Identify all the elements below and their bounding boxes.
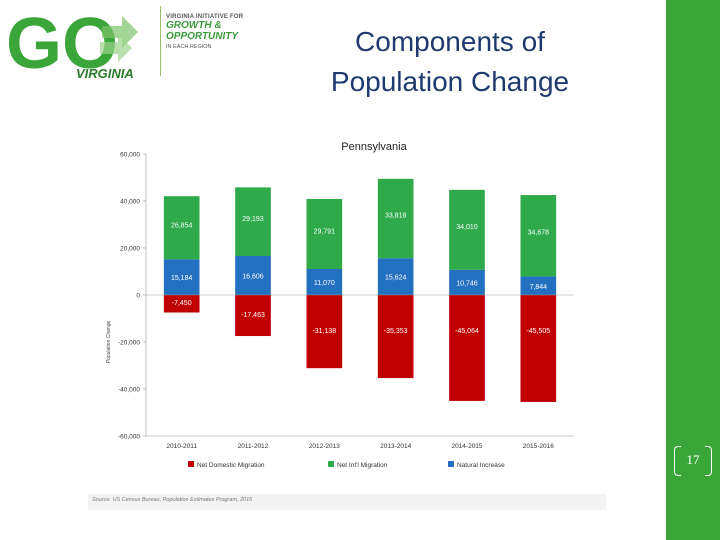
tagline-line3: OPPORTUNITY xyxy=(166,31,239,42)
logo-virginia-text: VIRGINIA xyxy=(76,66,134,81)
data-label-net-intl-migration: 29,791 xyxy=(314,228,336,235)
bar-net-domestic-migration xyxy=(377,295,414,379)
legend-swatch xyxy=(188,461,194,467)
bar-net-intl-migration xyxy=(377,178,414,259)
data-label-net-domestic-migration: -45,064 xyxy=(455,328,479,335)
legend-swatch xyxy=(328,461,334,467)
y-tick-label: -60,000 xyxy=(118,434,140,441)
bar-natural-increase xyxy=(163,259,200,295)
x-tick-label: 2013-2014 xyxy=(380,443,411,450)
slide-title-line2: Population Change xyxy=(330,66,570,97)
chart-y-axis-label: Population Change xyxy=(106,321,112,364)
tagline-line1: VIRGINIA INITIATIVE FOR xyxy=(166,14,244,20)
y-tick-label: 40,000 xyxy=(120,199,140,206)
bar-net-domestic-migration xyxy=(449,295,485,401)
bar-net-domestic-migration xyxy=(235,295,271,337)
legend-label: Net Int'l Migration xyxy=(337,462,388,469)
data-label-natural-increase: 11,070 xyxy=(314,280,335,287)
y-tick-label: 60,000 xyxy=(120,152,140,159)
data-label-net-intl-migration: 34,678 xyxy=(528,230,550,237)
bar-net-intl-migration xyxy=(306,198,343,269)
data-label-net-domestic-migration: -7,450 xyxy=(172,300,192,307)
legend-label: Net Domestic Migration xyxy=(197,462,265,469)
chart-title: Pennsylvania xyxy=(341,141,407,153)
bar-net-intl-migration xyxy=(235,187,271,256)
bar-natural-increase xyxy=(449,269,485,295)
x-tick-label: 2014-2015 xyxy=(451,443,482,450)
tagline-line2: GROWTH & xyxy=(166,20,222,31)
chart-container: Pennsylvania Population Change -7,450 15,… xyxy=(88,132,608,484)
logo-tagline: VIRGINIA INITIATIVE FOR GROWTH & OPPORTU… xyxy=(166,14,276,50)
x-tick-label: 2010-2011 xyxy=(166,443,197,450)
slide-title: Components of Population Change xyxy=(300,22,600,102)
page-number-box: 17 xyxy=(672,444,714,476)
data-label-natural-increase: 10,746 xyxy=(456,280,478,287)
y-tick-label: 0 xyxy=(136,293,140,300)
page-number: 17 xyxy=(686,452,700,467)
go-virginia-logo-graphic: GO VIRGINIA xyxy=(6,4,138,84)
data-label-net-domestic-migration: -45,505 xyxy=(526,328,550,335)
bar-natural-increase xyxy=(377,258,414,295)
data-label-net-intl-migration: 26,854 xyxy=(171,223,193,230)
data-label-natural-increase: 16,606 xyxy=(242,273,264,280)
bar-net-domestic-migration xyxy=(520,295,557,402)
data-label-net-intl-migration: 29,193 xyxy=(242,216,264,223)
slide-title-line1: Components of xyxy=(355,26,545,57)
x-tick-label: 2015-2016 xyxy=(523,443,554,450)
bar-net-intl-migration xyxy=(520,195,557,277)
population-change-chart: Pennsylvania Population Change -7,450 15,… xyxy=(88,132,608,484)
data-label-natural-increase: 15,184 xyxy=(171,275,193,282)
legend-label: Natural Increase xyxy=(457,462,505,469)
bar-natural-increase xyxy=(520,276,557,295)
x-tick-label: 2012-2013 xyxy=(309,443,340,450)
bar-net-domestic-migration xyxy=(163,295,200,313)
source-footnote: Source: US Census Bureau, Population Est… xyxy=(92,497,253,503)
source-footnote-box: Source: US Census Bureau, Population Est… xyxy=(88,494,606,510)
logo-divider xyxy=(160,6,161,76)
bar-natural-increase xyxy=(306,268,343,295)
bar-net-intl-migration xyxy=(163,196,200,260)
y-tick-label: 20,000 xyxy=(120,246,140,253)
x-tick-label: 2011-2012 xyxy=(238,443,269,450)
data-label-net-intl-migration: 34,010 xyxy=(456,224,478,231)
legend-swatch xyxy=(448,461,454,467)
go-virginia-logo: GO VIRGINIA xyxy=(4,2,164,84)
bar-net-domestic-migration xyxy=(306,295,343,369)
data-label-natural-increase: 15,624 xyxy=(385,275,407,282)
y-tick-label: -40,000 xyxy=(118,387,140,394)
data-label-natural-increase: 7,844 xyxy=(530,284,548,291)
data-label-net-domestic-migration: -17,463 xyxy=(241,312,265,319)
data-label-net-domestic-migration: -35,353 xyxy=(384,328,408,335)
y-tick-label: -20,000 xyxy=(118,340,140,347)
page-number-bracket-left xyxy=(674,446,681,476)
logo-go-text: GO xyxy=(6,4,118,82)
page-number-bracket-right xyxy=(705,446,712,476)
tagline-line4: IN EACH REGION xyxy=(166,44,212,50)
bar-net-intl-migration xyxy=(449,189,485,270)
bar-natural-increase xyxy=(235,255,271,295)
data-label-net-intl-migration: 33,818 xyxy=(385,213,407,220)
data-label-net-domestic-migration: -31,138 xyxy=(312,328,336,335)
